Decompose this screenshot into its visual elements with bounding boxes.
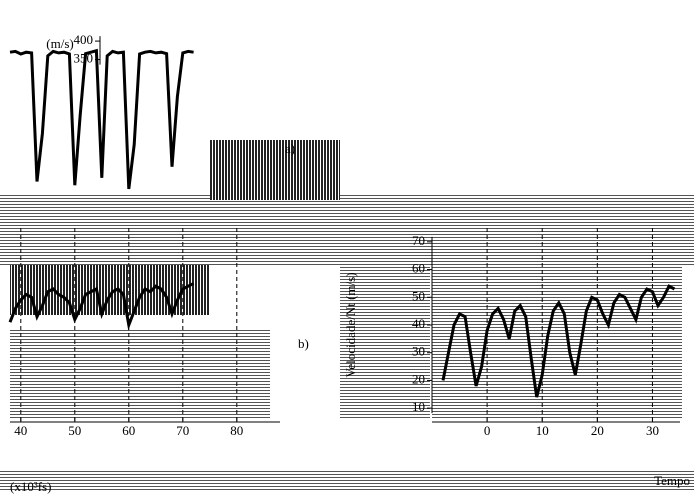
panel-label: a): [285, 141, 295, 156]
x-tick-label: 0: [484, 423, 491, 438]
panel-label: b): [298, 336, 309, 351]
x-tick-label: 60: [122, 423, 135, 438]
data-line: [441, 284, 676, 398]
x-tick-label: 80: [230, 423, 243, 438]
x-tick-label: 40: [14, 423, 27, 438]
x-tick-label: 10: [536, 423, 549, 438]
data-line: [8, 282, 195, 331]
y-tick-label: 30: [412, 344, 425, 359]
x-axis-label: (x10³fs): [10, 479, 51, 494]
x-tick-label: 20: [591, 423, 604, 438]
y-axis-label: (m/s): [46, 36, 73, 51]
y-tick-label: 400: [74, 32, 94, 47]
background-hatching: [0, 140, 694, 492]
y-tick-label: 60: [412, 261, 425, 276]
y-tick-label: 10: [412, 399, 425, 414]
data-line: [9, 48, 194, 190]
y-axis-label: Velocidade/Nt (m/s): [343, 272, 358, 377]
x-tick-label: 70: [176, 423, 189, 438]
y-tick-label: 50: [412, 288, 425, 303]
x-axis-label: Tempo: [654, 473, 690, 488]
x-tick-label: 30: [646, 423, 659, 438]
x-tick-label: 50: [68, 423, 81, 438]
y-tick-label: 40: [412, 316, 425, 331]
y-tick-label: 20: [412, 371, 425, 386]
y-tick-label: 70: [412, 233, 425, 248]
